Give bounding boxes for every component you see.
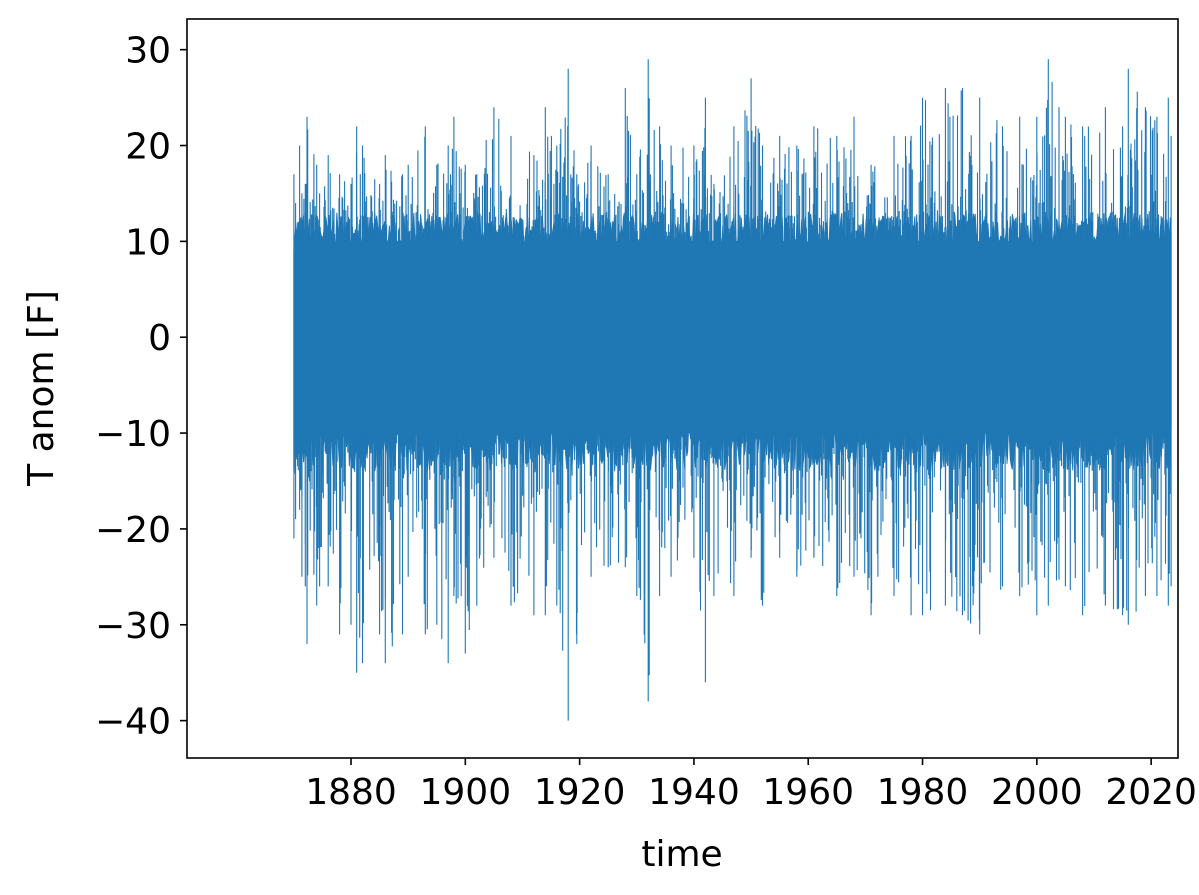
y-tick-label: 0 xyxy=(148,318,171,359)
y-tick-label: −40 xyxy=(95,702,171,743)
y-axis-label: T anom [F] xyxy=(21,290,62,487)
x-tick-label: 1880 xyxy=(305,772,397,813)
x-tick-label: 1940 xyxy=(648,772,740,813)
y-tick-label: −10 xyxy=(95,414,171,455)
x-axis: 1880 1900 1920 1940 1960 1980 2000 2020 xyxy=(305,758,1197,813)
series-spikes xyxy=(293,59,1172,721)
y-tick-label: 30 xyxy=(125,31,171,72)
plot-area xyxy=(293,59,1172,721)
axes-frame xyxy=(186,18,1179,759)
y-axis: −40 −30 −20 −10 0 10 20 30 xyxy=(95,31,187,743)
y-tick-label: −30 xyxy=(95,606,171,647)
x-tick-label: 1920 xyxy=(534,772,626,813)
y-tick-label: 20 xyxy=(125,127,171,168)
x-tick-label: 2000 xyxy=(991,772,1083,813)
x-tick-label: 1980 xyxy=(877,772,969,813)
x-tick-label: 1900 xyxy=(420,772,512,813)
series-spike-lines xyxy=(293,59,1172,721)
x-tick-label: 1960 xyxy=(762,772,854,813)
y-tick-label: 10 xyxy=(125,222,171,263)
x-axis-label: time xyxy=(641,834,722,875)
x-tick-label: 2020 xyxy=(1105,772,1197,813)
y-tick-label: −20 xyxy=(95,510,171,551)
